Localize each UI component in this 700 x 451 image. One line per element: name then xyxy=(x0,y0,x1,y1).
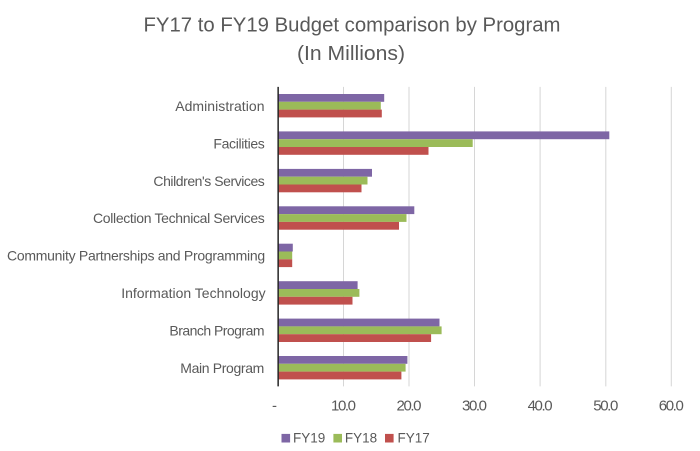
svg-text:30.0: 30.0 xyxy=(462,397,487,414)
svg-text:40.0: 40.0 xyxy=(528,397,553,414)
svg-text:-: - xyxy=(272,397,277,414)
svg-text:60.0: 60.0 xyxy=(659,397,684,414)
svg-text:10.0: 10.0 xyxy=(331,397,356,414)
svg-text:FY18: FY18 xyxy=(345,430,377,445)
svg-text:FY19: FY19 xyxy=(293,430,325,445)
svg-text:Community Partnerships and Pro: Community Partnerships and Programming xyxy=(7,248,265,264)
svg-text:Branch Program: Branch Program xyxy=(169,322,264,338)
svg-text:FY17 to FY19 Budget comparison: FY17 to FY19 Budget comparison by Progra… xyxy=(144,14,561,37)
svg-text:Information Technology: Information Technology xyxy=(121,285,265,301)
svg-text:Main Program: Main Program xyxy=(180,360,264,376)
svg-text:50.0: 50.0 xyxy=(593,397,618,414)
svg-text:Children's Services: Children's Services xyxy=(153,173,264,189)
svg-text:Administration: Administration xyxy=(175,98,264,114)
svg-text:Facilities: Facilities xyxy=(213,135,264,151)
svg-text:FY17: FY17 xyxy=(398,430,430,445)
svg-text:Collection Technical Services: Collection Technical Services xyxy=(93,210,265,226)
svg-text:(In Millions): (In Millions) xyxy=(297,42,405,65)
svg-text:20.0: 20.0 xyxy=(397,397,422,414)
